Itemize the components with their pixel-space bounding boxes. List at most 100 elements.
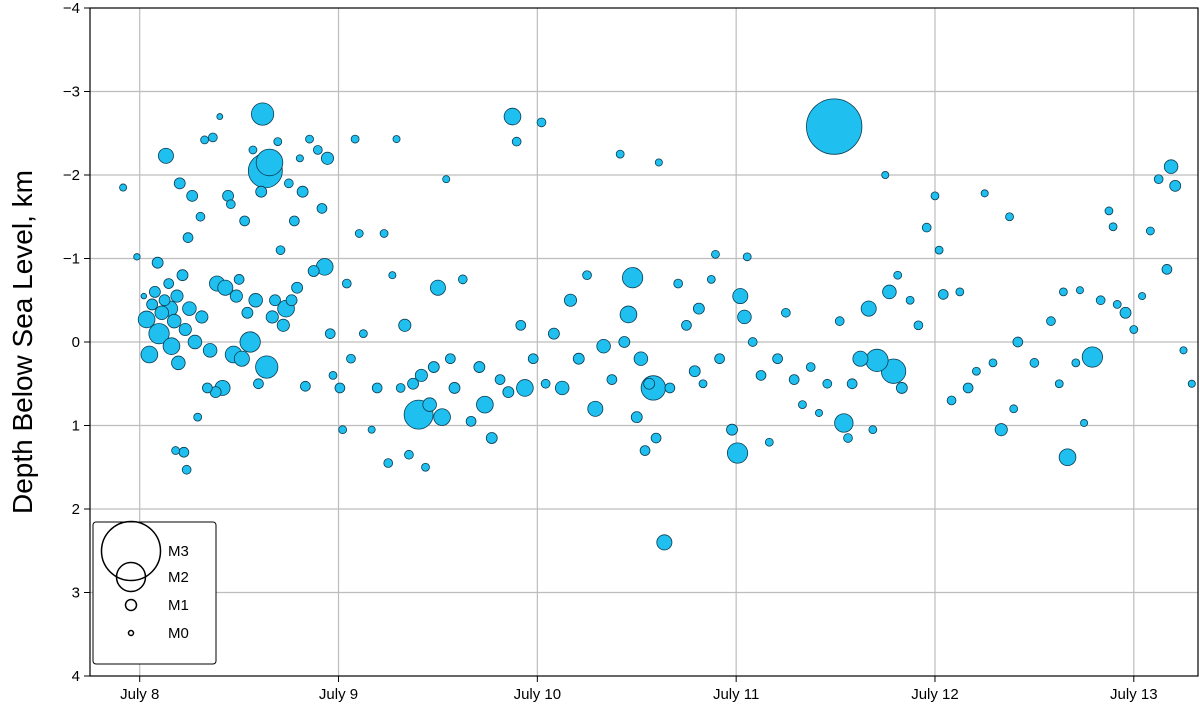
earthquake-point [846,378,858,390]
earthquake-point [255,185,268,198]
earthquake-point [516,379,534,397]
earthquake-point [688,365,701,378]
earthquake-point [972,366,981,376]
earthquake-points [119,98,1196,551]
earthquake-point [276,318,290,332]
earthquake-point [913,320,924,331]
earthquake-point [283,178,294,189]
earthquake-point [988,358,998,368]
earthquake-point [1005,212,1014,222]
x-tick-label: July 13 [1110,686,1158,703]
earthquake-point [229,289,243,303]
earthquake-point [248,145,258,155]
earthquake-point [208,132,218,143]
y-tick-label: −1 [63,251,80,268]
earthquake-point [630,411,643,424]
earthquake-point [151,256,164,269]
earthquake-point [706,275,716,284]
earthquake-point [619,305,638,324]
earthquake-point [865,348,889,372]
earthquake-point [265,310,279,324]
earthquake-point [895,382,908,394]
y-tick-label: −2 [63,167,80,184]
earthquake-point [980,189,989,198]
earthquake-point [1080,419,1089,427]
earthquake-point [181,464,192,475]
earthquake-point [502,386,515,399]
earthquake-point [1104,206,1114,216]
earthquake-point [226,199,236,210]
earthquake-point [334,382,346,394]
earthquake-point [781,307,791,318]
earthquake-point [905,295,915,305]
earthquake-point [615,149,625,159]
earthquake-point [427,361,440,373]
earthquake-point [239,331,261,353]
earthquake-point [275,245,286,255]
earthquake-point [485,432,498,444]
earthquake-point [1012,336,1024,348]
earthquake-point [1009,404,1019,414]
earthquake-point [167,313,182,329]
magnitude-legend: M3 M2 M1 M0 [92,520,217,665]
earthquake-point [1163,159,1179,174]
earthquake-point [248,293,263,308]
earthquake-point [216,113,224,120]
earthquake-point [572,352,585,365]
y-tick-label: 1 [72,418,80,435]
earthquake-point [1046,316,1056,326]
x-tick-label: July 12 [911,686,959,703]
earthquake-point [805,362,816,372]
earthquake-point [656,534,673,551]
earthquake-point [442,175,451,184]
earthquake-point [737,309,752,325]
earthquake-point [383,458,394,468]
earthquake-point [367,425,376,434]
earthquake-point [341,278,352,289]
x-tick-label: July 10 [514,686,562,703]
earthquake-point [788,374,800,385]
earthquake-point [732,288,749,305]
earthquake-point [994,423,1008,437]
earthquake-point [170,289,184,303]
earthquake-point [1129,325,1139,334]
earthquake-point [650,432,662,444]
earthquake-point [673,278,683,289]
earthquake-point [422,397,437,412]
earthquake-point [643,377,656,390]
earthquake-point [291,281,304,294]
earthquake-point [1179,346,1188,355]
earthquake-point [379,229,389,238]
earthquake-point [946,395,957,406]
earthquake-point [158,294,171,307]
earthquake-point [300,380,311,392]
x-tick-label: July 8 [120,686,159,703]
earthquake-point [962,382,974,394]
y-tick-label: 3 [72,585,80,602]
earthquake-point [255,148,284,177]
earthquake-point [511,136,522,147]
earthquake-point [698,379,708,389]
earthquake-point [860,300,877,317]
earthquake-point [868,425,878,435]
earthquake-point [536,117,547,128]
earthquake-point [404,449,414,460]
earthquake-point [764,437,774,447]
earthquake-point [822,378,833,389]
earthquake-point [162,337,181,355]
earthquake-point [893,270,903,280]
earthquake-point [726,423,738,436]
earthquake-point [548,327,560,340]
earthquake-point [692,302,705,315]
earthquake-point [554,380,570,396]
earthquake-point [1058,448,1077,467]
earthquake-point [633,351,649,366]
earthquake-point [255,355,279,379]
earthquake-point [1075,286,1084,295]
earthquake-point [140,345,159,364]
earthquake-point [154,305,170,320]
earthquake-point [305,134,314,144]
earthquake-point [395,383,406,393]
earthquake-point [200,135,209,145]
earthquake-point [193,412,203,422]
